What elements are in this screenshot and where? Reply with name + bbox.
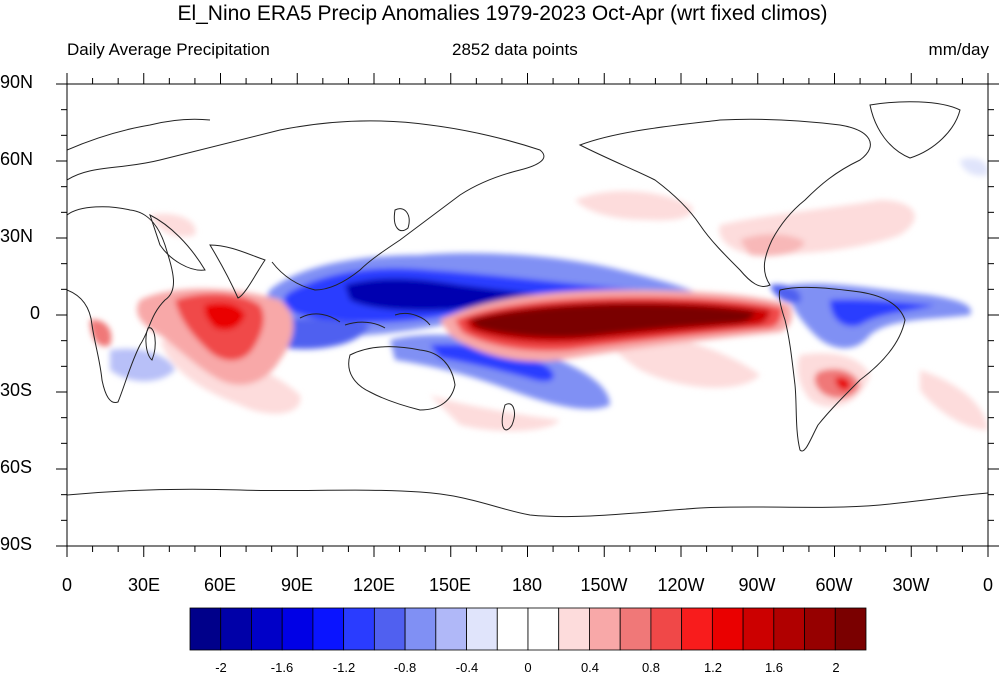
anomaly-field [90, 158, 988, 432]
lon-label-60e: 60E [203, 575, 237, 595]
coast-maritime [299, 312, 431, 329]
colorbar-swatch [742, 607, 775, 651]
anomaly-pos-weak-southpacific [430, 395, 560, 432]
colorbar-swatch [681, 607, 713, 651]
chart-title: El_Nino ERA5 Precip Anomalies 1979-2023 … [177, 2, 828, 25]
lon-label-60w: 60W [815, 575, 853, 595]
coast-india [209, 244, 266, 299]
anomaly-pos-weak-northpacific [575, 190, 693, 221]
colorbar-swatch [312, 607, 345, 651]
anomaly-neg-caribbean [770, 284, 801, 304]
colorbar-swatch [251, 607, 283, 651]
colorbar-swatch [220, 607, 252, 651]
anomaly-neg-weak-northatlantic [960, 158, 988, 176]
colorbar-label: -1.2 [332, 660, 356, 675]
subtitle-left: Daily Average Precipitation [67, 40, 270, 59]
colorbar-swatch [343, 607, 375, 651]
lon-label-90w: 90W [738, 575, 776, 595]
colorbar-swatch [650, 607, 683, 651]
lat-label-90s: 90S [0, 534, 33, 554]
coast-africa [67, 206, 174, 404]
colorbar-swatch [404, 607, 437, 651]
lon-label-90e: 90E [280, 575, 314, 595]
lon-label-0: 0 [61, 575, 72, 595]
lon-label-180: 180 [511, 575, 543, 595]
colorbar-label: -1.6 [270, 660, 294, 675]
coast-eurasia [67, 120, 545, 291]
anomaly-neg-weak-southafrica [110, 348, 175, 382]
anomaly-pos-eastafrica [90, 319, 112, 347]
colorbar-swatch [589, 607, 621, 651]
colorbar-swatch [496, 607, 529, 651]
colorbar-swatch [558, 607, 590, 651]
coastlines [67, 101, 988, 518]
anomaly-pos-weak-gulf [740, 234, 805, 257]
coast-australia [348, 346, 456, 411]
lat-label-60s: 60S [0, 457, 33, 477]
colorbar-label: -0.4 [455, 660, 479, 675]
anomaly-pos-weak-mideast [150, 213, 196, 237]
colorbar-swatch [834, 607, 867, 651]
coast-antarctica [67, 488, 988, 518]
colorbar-label: 0.8 [641, 660, 661, 675]
colorbar-swatch [373, 607, 406, 651]
anomaly-pos-eqpac-max [470, 304, 755, 338]
anomaly-pos-se-southamerica-core [835, 377, 851, 391]
colorbar-swatch [435, 607, 467, 651]
coast-northamerica [578, 118, 871, 287]
lat-label-30n: 30N [0, 226, 34, 246]
coast-japan [393, 208, 410, 232]
colorbar-swatch [619, 607, 652, 651]
colorbar-swatch [711, 607, 744, 651]
colorbar-label: -2 [215, 660, 227, 675]
lon-label-30w: 30W [892, 575, 930, 595]
lat-label-30s: 30S [0, 380, 33, 400]
colorbar-swatch [466, 607, 498, 651]
colorbar-label: -0.8 [393, 660, 417, 675]
subtitle-right: mm/day [928, 40, 989, 59]
colorbar-label: 1.2 [703, 660, 723, 675]
lon-label-0-east: 0 [982, 575, 993, 595]
colorbar-label: 1.6 [764, 660, 784, 675]
colorbar-swatch [281, 607, 314, 651]
coast-greenland [869, 101, 961, 159]
colorbar-swatch [527, 607, 560, 651]
lon-label-150w: 150W [580, 575, 628, 595]
colorbar-swatch [773, 607, 805, 651]
coast-southamerica [778, 286, 906, 452]
lat-label-eq: 0 [30, 303, 41, 323]
colorbar [189, 607, 867, 651]
axis-ticks [56, 73, 999, 557]
anomaly-neg-spcz-core [430, 344, 554, 382]
colorbar-swatch [804, 607, 836, 651]
anomaly-pos-weak-southatlantic [920, 370, 988, 430]
coast-europe-north [67, 118, 211, 151]
colorbar-label: 0 [524, 660, 532, 675]
anomaly-pos-indian-west-max [204, 303, 245, 330]
coast-newzealand [501, 403, 515, 431]
colorbar-label: 0.4 [580, 660, 600, 675]
lon-label-120w: 120W [657, 575, 705, 595]
lon-label-30e: 30E [127, 575, 161, 595]
coast-arabia [149, 214, 206, 271]
colorbar-swatch [189, 607, 222, 651]
lon-label-120e: 120E [352, 575, 396, 595]
anomaly-neg-amazon-core [830, 299, 935, 327]
colorbar-label: 2 [832, 660, 840, 675]
subtitle-center: 2852 data points [452, 40, 578, 59]
lon-label-150e: 150E [428, 575, 472, 595]
lat-label-60n: 60N [0, 149, 34, 169]
coast-madagascar [145, 327, 156, 361]
lat-label-90n: 90N [0, 72, 34, 92]
